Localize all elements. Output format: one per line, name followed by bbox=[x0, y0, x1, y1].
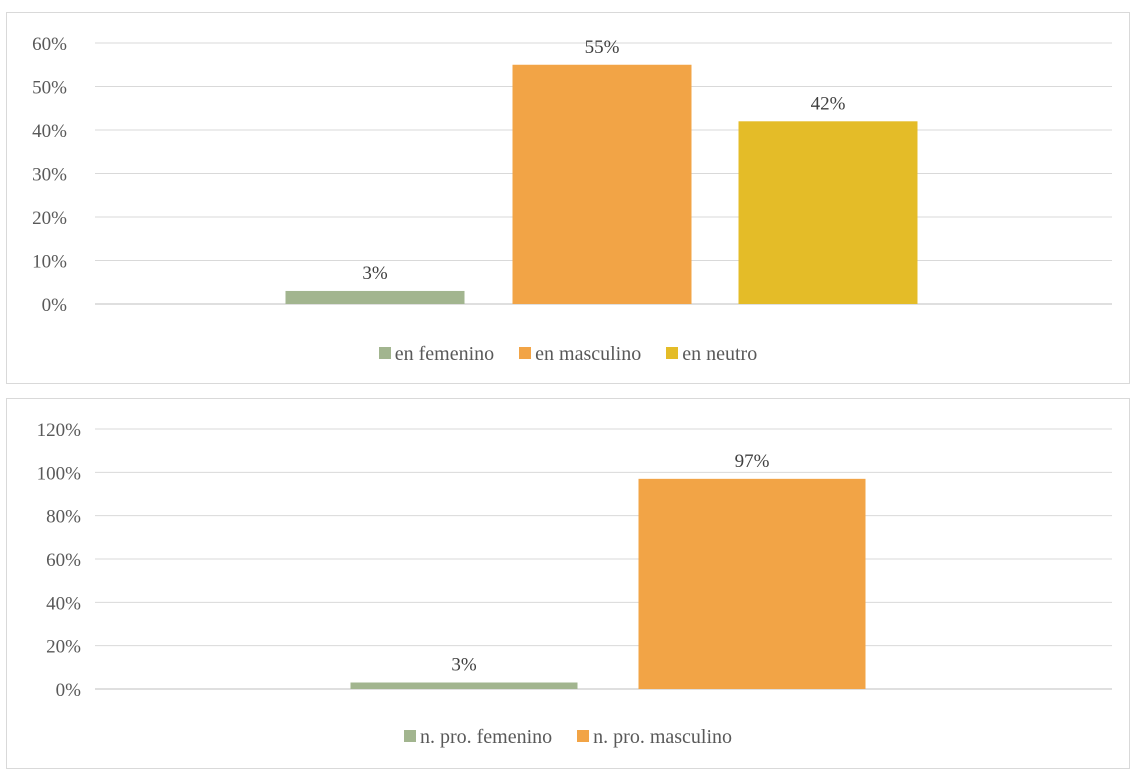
y-tick-label: 100% bbox=[37, 463, 82, 484]
bar-en-femenino bbox=[285, 290, 465, 304]
chart-2-legend: n. pro. femenino n. pro. masculino bbox=[7, 726, 1129, 749]
legend-label-en-masculino: en masculino bbox=[535, 343, 642, 365]
chart-panel-1: 0% 10% 20% 30% 40% 50% 60% 3% 55% 42% en femenino… bbox=[6, 12, 1130, 384]
chart-2-plot: 0% 20% 40% 60% 80% 100% 120% 3% 97% bbox=[37, 420, 1112, 701]
y-tick-label: 50% bbox=[32, 78, 67, 99]
y-tick-label: 40% bbox=[46, 593, 81, 614]
y-tick-label: 20% bbox=[32, 208, 67, 229]
bar-en-masculino bbox=[512, 64, 692, 304]
legend-item-en-masculino: en masculino bbox=[519, 343, 641, 366]
data-label-en-masculino: 55% bbox=[585, 37, 620, 58]
legend-swatch-en-masculino bbox=[519, 347, 532, 359]
y-tick-label: 120% bbox=[37, 420, 82, 441]
y-tick-label: 10% bbox=[32, 252, 67, 273]
legend-label-en-femenino: en femenino bbox=[394, 343, 495, 365]
legend-item-en-neutro: en neutro bbox=[666, 343, 757, 366]
y-tick-label: 30% bbox=[32, 165, 67, 186]
data-label-n-pro-masculino: 97% bbox=[735, 451, 770, 472]
y-tick-label: 0% bbox=[56, 680, 82, 701]
legend-item-n-pro-masculino: n. pro. masculino bbox=[577, 726, 732, 749]
y-tick-label: 60% bbox=[46, 550, 81, 571]
legend-item-en-femenino: en femenino bbox=[378, 343, 495, 366]
bar-en-neutro bbox=[738, 121, 918, 304]
legend-label-n-pro-masculino: n. pro. masculino bbox=[593, 726, 733, 748]
y-tick-label: 0% bbox=[42, 295, 68, 316]
chart-1-plot: 0% 10% 20% 30% 40% 50% 60% 3% 55% 42% bbox=[32, 34, 1112, 316]
chart-panel-2: 0% 20% 40% 60% 80% 100% 120% 3% 97% n. pro. feme… bbox=[6, 398, 1130, 769]
legend-label-en-neutro: en neutro bbox=[682, 343, 758, 365]
bar-n-pro-femenino bbox=[350, 682, 578, 689]
y-tick-label: 60% bbox=[32, 34, 67, 55]
chart-1-legend: en femenino en masculino en neutro bbox=[7, 343, 1129, 366]
y-tick-label: 40% bbox=[32, 121, 67, 142]
legend-swatch-n-pro-femenino bbox=[403, 730, 416, 742]
legend-swatch-n-pro-masculino bbox=[577, 730, 590, 742]
data-label-en-neutro: 42% bbox=[811, 93, 846, 114]
data-label-n-pro-femenino: 3% bbox=[451, 655, 477, 676]
legend-item-n-pro-femenino: n. pro. femenino bbox=[403, 726, 553, 749]
bar-n-pro-masculino bbox=[638, 478, 866, 689]
legend-swatch-en-femenino bbox=[378, 347, 391, 359]
data-label-en-femenino: 3% bbox=[362, 263, 388, 284]
legend-swatch-en-neutro bbox=[666, 347, 679, 359]
legend-label-n-pro-femenino: n. pro. femenino bbox=[419, 726, 553, 748]
y-tick-label: 20% bbox=[46, 637, 81, 658]
y-tick-label: 80% bbox=[46, 507, 81, 528]
